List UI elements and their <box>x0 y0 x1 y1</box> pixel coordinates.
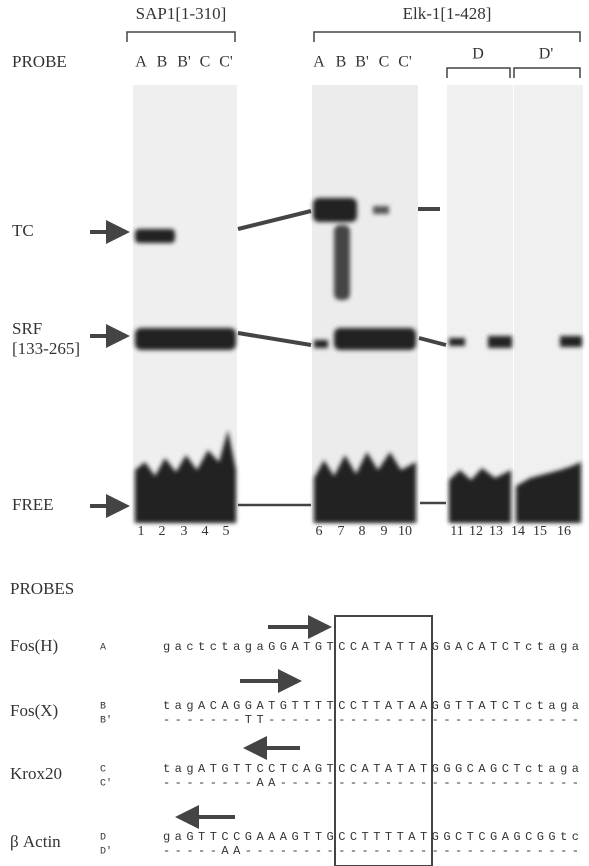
probe-name: Krox20 <box>10 764 62 783</box>
probe-sequence: gaGTTCCGAAAGTTGCCTTTTATGGCTCGAGCGGtc <box>163 830 579 844</box>
lane-number: 2 <box>159 524 166 539</box>
band-label: TC <box>12 221 34 240</box>
probe-id: C <box>100 765 106 776</box>
probe-name: Fos(H) <box>10 636 58 655</box>
lane-letter: C <box>379 54 390 71</box>
lane-number: 7 <box>338 524 345 539</box>
lane-letter: C' <box>398 54 412 71</box>
smear <box>334 225 350 300</box>
probe-id: D' <box>100 846 112 858</box>
lane-number: 9 <box>381 524 388 539</box>
gel <box>514 85 583 523</box>
lane-number: 4 <box>202 524 209 539</box>
probe-sequence: --------AA-------------------------- <box>163 776 579 790</box>
lane-letter: B' <box>355 54 369 71</box>
srf-band <box>488 336 512 348</box>
probe-id: D <box>100 833 106 844</box>
srf-band <box>334 328 416 350</box>
panel-header: SAP1[1-310] <box>136 4 227 23</box>
tc-band <box>135 229 175 243</box>
srf-band <box>314 340 328 348</box>
probe-sequence: tagACAGGATGTTTTCCTTATAAGGTTATCTctaga <box>163 699 579 713</box>
panel-header: Elk-1[1-428] <box>403 4 492 23</box>
probe-id: B <box>100 702 106 713</box>
lane-number: 13 <box>489 524 503 539</box>
probes-title: PROBES <box>10 579 74 598</box>
lane-number: 14 <box>511 524 525 539</box>
lane-letter: D' <box>539 46 554 63</box>
probe-id: A <box>100 643 106 654</box>
lane-letter: D <box>472 46 484 63</box>
gels <box>133 85 583 523</box>
lane-number: 15 <box>533 524 547 539</box>
band-label: FREE <box>12 495 54 514</box>
srf-band <box>135 328 236 350</box>
probe-label: PROBE <box>12 52 67 71</box>
free-band <box>449 468 511 523</box>
lane-number: 16 <box>557 524 571 539</box>
lane-letter: B' <box>177 54 191 71</box>
lane-letter: C <box>200 54 211 71</box>
srf-band <box>449 338 465 346</box>
figure: SAP1[1-310]Elk-1[1-428]PROBEABB'CC'ABB'C… <box>0 0 589 866</box>
probe-sequence: gactctagaGGATGTCCATATTAGGACATCTctaga <box>163 640 579 654</box>
probe-sequence: -----AA----------------------------- <box>163 844 579 858</box>
probe-name: β Actin <box>10 832 61 851</box>
probe-sequence: tagATGTTCCTCAGTCCATATATGGGCAGCTctaga <box>163 762 579 776</box>
lane-number: 12 <box>469 524 483 539</box>
lane-number: 10 <box>398 524 412 539</box>
lane-letter: B <box>336 54 347 71</box>
tc-band <box>313 198 357 222</box>
srf-band <box>560 336 582 347</box>
lane-letter: A <box>135 54 147 71</box>
band-label: [133-265] <box>12 339 80 358</box>
lane-letter: A <box>313 54 325 71</box>
lane-letter: C' <box>219 54 233 71</box>
brackets <box>127 32 580 78</box>
lane-number: 11 <box>450 524 463 539</box>
probe-id: C' <box>100 778 112 790</box>
lane-letter: B <box>157 54 168 71</box>
probe-sequence: -------TT--------------------------- <box>163 713 579 727</box>
band-label: SRF <box>12 319 42 338</box>
probe-id: B' <box>100 715 112 727</box>
probe-name: Fos(X) <box>10 701 58 720</box>
lane-number: 8 <box>359 524 366 539</box>
lane-number: 3 <box>181 524 188 539</box>
tc-band <box>373 206 389 214</box>
lane-number: 1 <box>138 524 145 539</box>
gel <box>447 85 513 523</box>
lane-number: 5 <box>223 524 230 539</box>
lane-number: 6 <box>316 524 323 539</box>
